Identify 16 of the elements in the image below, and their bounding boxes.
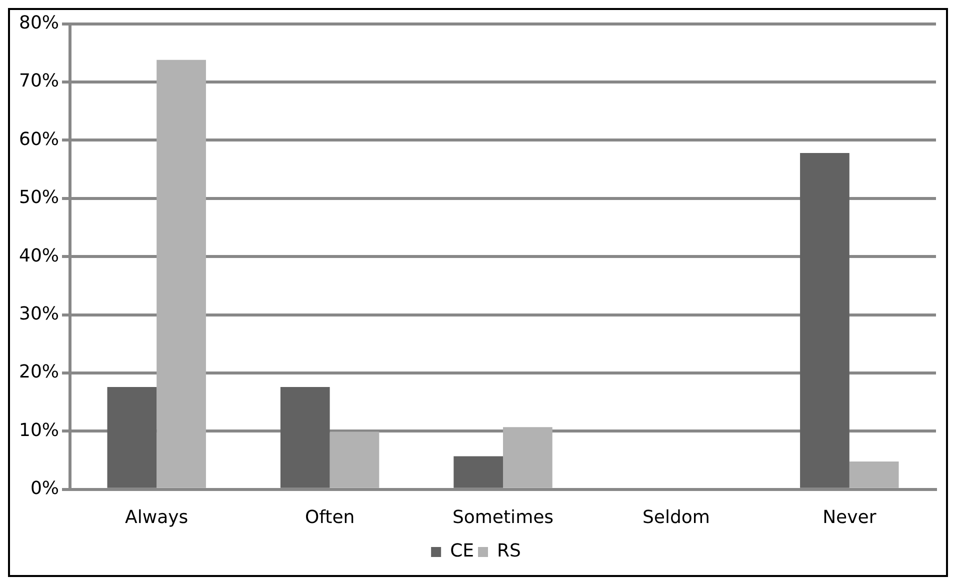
- y-tick-label: 50%: [18, 187, 60, 208]
- y-tick-label: 0%: [30, 478, 60, 500]
- x-tick-label: Often: [304, 506, 355, 528]
- y-tick-label: 80%: [18, 12, 60, 34]
- legend-label: RS: [497, 540, 521, 562]
- y-tick-label: 20%: [18, 362, 60, 383]
- legend-label: CE: [450, 540, 474, 562]
- y-tick-label: 40%: [18, 245, 60, 266]
- x-tick-label: Seldom: [642, 506, 710, 528]
- y-tick-label: 10%: [18, 420, 60, 441]
- y-tick-label: 70%: [18, 70, 60, 92]
- x-tick-label: Sometimes: [452, 506, 554, 528]
- y-tick-label: 30%: [18, 303, 60, 324]
- x-tick-label: Never: [822, 506, 877, 528]
- y-tick-label: 60%: [18, 128, 60, 150]
- x-tick-label: Always: [125, 506, 188, 528]
